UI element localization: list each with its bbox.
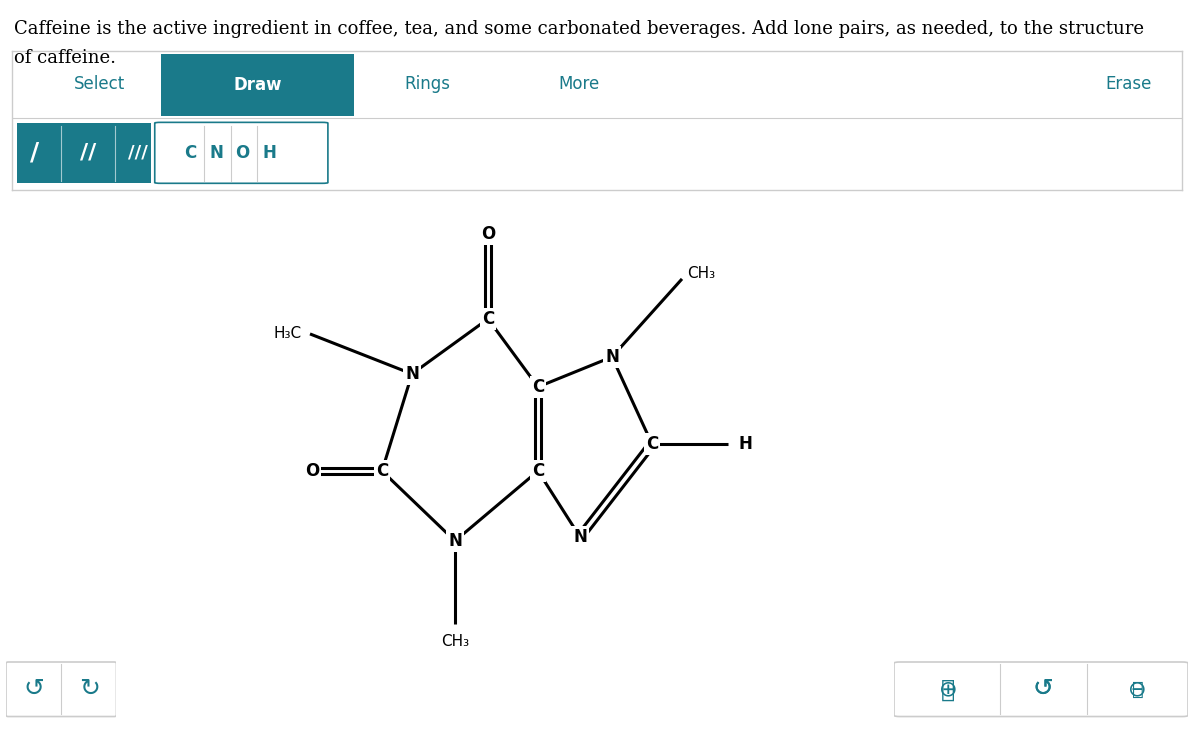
Text: O: O xyxy=(235,144,250,162)
Text: C: C xyxy=(532,462,544,480)
Text: H: H xyxy=(738,435,752,453)
Text: Select: Select xyxy=(74,75,125,93)
Text: More: More xyxy=(559,75,600,93)
Text: 🔍: 🔍 xyxy=(1132,679,1144,699)
Text: of caffeine.: of caffeine. xyxy=(14,49,116,67)
Text: H: H xyxy=(263,144,276,162)
Text: C: C xyxy=(646,435,658,453)
Text: N: N xyxy=(406,365,419,383)
Text: C: C xyxy=(184,144,196,162)
Text: //: // xyxy=(80,143,96,163)
Text: C: C xyxy=(532,378,544,396)
Text: N: N xyxy=(448,532,462,550)
Text: C: C xyxy=(482,310,494,328)
Text: Rings: Rings xyxy=(404,75,450,93)
Text: ↺: ↺ xyxy=(1032,677,1052,701)
FancyBboxPatch shape xyxy=(155,122,328,183)
Text: 🔍: 🔍 xyxy=(941,677,955,701)
Text: O: O xyxy=(481,225,496,243)
Text: ///: /// xyxy=(128,144,149,162)
Text: ⊖: ⊖ xyxy=(1128,679,1147,699)
FancyBboxPatch shape xyxy=(17,123,151,183)
FancyBboxPatch shape xyxy=(161,54,354,116)
Text: /: / xyxy=(30,141,38,165)
FancyBboxPatch shape xyxy=(894,662,1188,717)
Text: ⊕: ⊕ xyxy=(940,679,958,699)
Text: ↻: ↻ xyxy=(79,677,100,701)
Text: O: O xyxy=(305,462,319,480)
Text: Draw: Draw xyxy=(234,76,282,94)
Text: Caffeine is the active ingredient in coffee, tea, and some carbonated beverages.: Caffeine is the active ingredient in cof… xyxy=(14,20,1145,39)
Text: Erase: Erase xyxy=(1105,75,1151,93)
FancyBboxPatch shape xyxy=(6,662,116,717)
Text: CH₃: CH₃ xyxy=(686,266,715,281)
Text: CH₃: CH₃ xyxy=(440,634,469,649)
Text: ↺: ↺ xyxy=(24,677,44,701)
Text: N: N xyxy=(210,144,223,162)
Text: N: N xyxy=(574,528,587,546)
Text: C: C xyxy=(376,462,388,480)
Text: ↺: ↺ xyxy=(1032,677,1052,701)
Text: N: N xyxy=(605,348,619,366)
Text: H₃C: H₃C xyxy=(274,327,302,341)
